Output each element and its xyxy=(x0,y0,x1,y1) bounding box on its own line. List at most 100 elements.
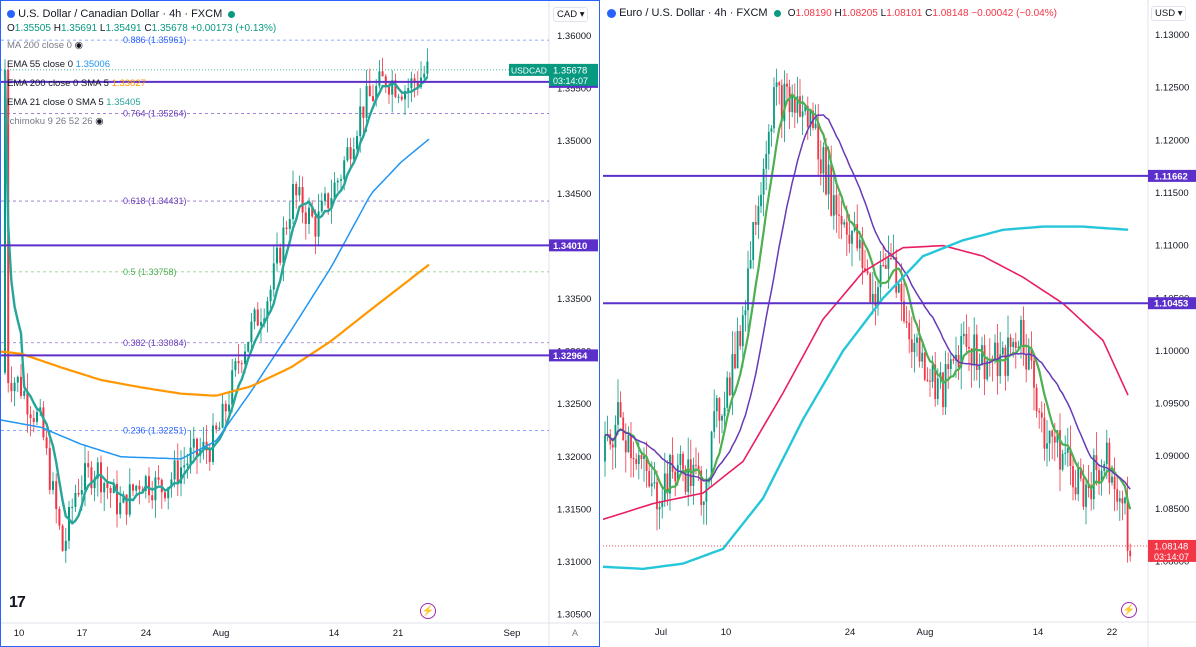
eurusd-chart-panel[interactable]: 1.130001.125001.120001.115001.110001.105… xyxy=(603,0,1196,647)
level-price-label: 1.11662 xyxy=(1154,171,1188,182)
ema200-line xyxy=(1,263,430,397)
candle-body xyxy=(1001,347,1004,355)
candle-body xyxy=(36,411,38,422)
indicator-ma200[interactable]: MA 200 close 0 ◉ xyxy=(7,40,83,51)
fib-level-label: 0.382 (1.33084) xyxy=(123,338,187,348)
candle-body xyxy=(817,123,820,160)
candle-body xyxy=(186,463,189,466)
candle-body xyxy=(830,164,833,216)
candle-body xyxy=(388,86,390,95)
candle-body xyxy=(1087,484,1090,489)
candle-body xyxy=(336,180,339,183)
candle-body xyxy=(234,361,237,371)
candle-body xyxy=(871,293,874,303)
indicator-ichimoku[interactable]: Ichimoku 9 26 52 26 ◉ xyxy=(7,116,104,127)
candle-body xyxy=(407,88,410,92)
candle-body xyxy=(45,437,48,449)
candle-body xyxy=(144,476,147,491)
candle-body xyxy=(801,111,804,117)
candle-body xyxy=(1105,442,1108,465)
candle-body xyxy=(125,494,128,515)
candle-body xyxy=(723,407,726,417)
price-tick-label: 1.35500 xyxy=(557,84,591,95)
auto-scale-button[interactable]: A xyxy=(572,628,579,638)
candle-body xyxy=(726,377,729,408)
candle-body xyxy=(835,195,838,215)
candle-body xyxy=(109,487,112,493)
candle-body xyxy=(786,83,788,87)
candle-body xyxy=(676,464,679,482)
candle-body xyxy=(381,71,384,77)
candle-body xyxy=(394,80,397,97)
candle-body xyxy=(400,96,403,100)
currency-select-cad[interactable]: CAD ▾ xyxy=(553,7,589,22)
candle-body xyxy=(426,61,429,74)
candle-body xyxy=(944,364,947,408)
price-tick-label: 1.08500 xyxy=(1155,504,1189,515)
candle-body xyxy=(895,256,898,293)
indicator-ema21[interactable]: EMA 21 close 0 SMA 5 1.35405 xyxy=(7,97,141,108)
candle-body xyxy=(666,473,669,494)
candle-body xyxy=(611,444,614,448)
candle-body xyxy=(861,239,864,269)
candle-body xyxy=(410,78,413,89)
candle-body xyxy=(999,354,1002,377)
candle-body xyxy=(1077,467,1080,495)
candle-body xyxy=(71,506,74,508)
price-tick-label: 1.12500 xyxy=(1155,83,1189,94)
candle-body xyxy=(814,123,817,129)
usdcad-chart-canvas[interactable]: 1.360001.355001.350001.345001.340001.335… xyxy=(1,1,599,646)
candle-body xyxy=(208,450,211,463)
candle-body xyxy=(765,153,768,169)
candle-body xyxy=(397,96,400,98)
candle-body xyxy=(762,168,765,195)
candle-body xyxy=(617,402,619,425)
candle-body xyxy=(247,342,250,352)
lightning-icon[interactable]: ⚡ xyxy=(420,603,436,619)
indicator-ema55[interactable]: EMA 55 close 0 1.35006 xyxy=(7,59,110,70)
candle-body xyxy=(221,403,224,428)
candle-body xyxy=(916,337,918,343)
candle-body xyxy=(132,484,134,491)
candle-body xyxy=(263,318,266,323)
candle-body xyxy=(327,193,330,209)
price-tick-label: 1.32500 xyxy=(557,399,591,410)
candle-body xyxy=(256,309,259,326)
level-price-badge xyxy=(1148,169,1196,182)
eurusd-chart-canvas[interactable]: 1.130001.125001.120001.115001.110001.105… xyxy=(603,0,1196,647)
candle-body xyxy=(908,322,911,340)
candle-body xyxy=(362,106,365,118)
candle-body xyxy=(90,467,93,489)
candle-body xyxy=(697,465,700,471)
candle-body xyxy=(93,478,96,489)
fib-level-label: 0.236 (1.32251) xyxy=(123,425,187,435)
candle-body xyxy=(1004,347,1007,376)
usdcad-chart-panel[interactable]: 1.360001.355001.350001.345001.340001.335… xyxy=(0,0,600,647)
indicator-ema200[interactable]: EMA 200 close 0 SMA 5 1.33827 xyxy=(7,78,146,89)
candle-body xyxy=(26,391,29,415)
candle-body xyxy=(630,434,632,458)
price-tick-label: 1.09000 xyxy=(1155,451,1189,462)
candle-body xyxy=(112,483,115,493)
candle-body xyxy=(754,222,757,225)
candle-body xyxy=(739,331,742,347)
candle-body xyxy=(978,364,981,370)
candle-body xyxy=(1069,448,1072,466)
fib-level-label: 0.764 (1.35264) xyxy=(123,108,187,118)
candle-body xyxy=(29,414,32,419)
candle-body xyxy=(910,339,913,353)
candle-body xyxy=(308,207,310,225)
candle-body xyxy=(295,184,298,196)
date-tick-label: 21 xyxy=(393,628,404,639)
date-tick-label: 24 xyxy=(845,627,856,638)
candle-body xyxy=(276,247,278,264)
candle-body xyxy=(780,85,783,122)
candle-body xyxy=(224,403,227,412)
candle-body xyxy=(1053,436,1056,443)
lightning-icon[interactable]: ⚡ xyxy=(1121,602,1137,618)
candle-body xyxy=(650,483,653,487)
candle-body xyxy=(301,187,304,213)
currency-select-usd[interactable]: USD ▾ xyxy=(1151,6,1187,21)
countdown-timer: 03:14:07 xyxy=(553,76,588,86)
date-tick-label: 14 xyxy=(329,628,340,639)
